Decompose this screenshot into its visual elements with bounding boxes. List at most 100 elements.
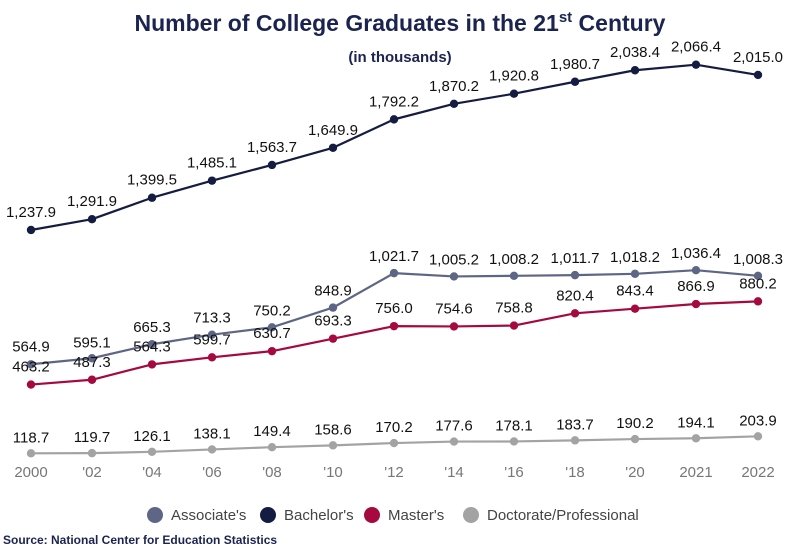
associate-s-data-label: 1,021.7 [369, 248, 419, 265]
bachelor-s-data-label: 1,980.7 [550, 56, 600, 73]
master-s-point [267, 346, 277, 356]
associate-s-data-label: 750.2 [253, 302, 291, 319]
associate-s-data-label: 1,008.3 [733, 251, 783, 268]
associate-s-point [328, 303, 338, 312]
doctorate-professional-point [753, 432, 763, 441]
associate-s-point [207, 330, 217, 339]
doctorate-professional-point [691, 434, 701, 443]
doctorate-professional-data-label: 183.7 [556, 416, 594, 433]
doctorate-professional-data-label: 177.6 [435, 418, 473, 435]
bachelor-s-data-label: 1,399.5 [127, 172, 177, 189]
x-tick-label: '02 [82, 464, 102, 481]
master-s-data-label: 820.4 [556, 287, 594, 304]
bachelor-s-point [207, 176, 217, 185]
doctorate-professional-point [207, 445, 217, 454]
master-s-data-label: 866.9 [677, 278, 715, 295]
legend-item-master-s: Master's [364, 507, 444, 524]
associate-s-point [147, 340, 157, 349]
doctorate-professional-data-label: 194.1 [677, 414, 715, 431]
chart-title: Number of College Graduates in the 21st … [135, 9, 666, 36]
legend-item-bachelor-s: Bachelor's [260, 507, 354, 524]
x-tick-label: '08 [262, 464, 282, 481]
bachelor-s-point [630, 66, 640, 75]
associate-s-data-label: 713.3 [193, 310, 231, 327]
doctorate-professional-data-label: 170.2 [375, 419, 413, 436]
doctorate-professional-data-label: 126.1 [133, 428, 171, 445]
bachelor-s-line [30, 63, 759, 232]
bachelor-s-data-label: 1,649.9 [308, 122, 358, 139]
x-tick-label: '18 [565, 464, 585, 481]
associate-s-data-label: 848.9 [314, 283, 352, 300]
bachelor-s-data-label: 2,038.4 [610, 44, 660, 61]
associate-s-point [753, 271, 763, 280]
master-s-point [87, 375, 97, 384]
bachelor-s-point [753, 70, 763, 80]
x-tick-label: '06 [202, 464, 222, 481]
doctorate-professional-point [267, 442, 277, 452]
chart-subtitle: (in thousands) [348, 49, 451, 66]
bachelor-s-data-label: 1,291.9 [67, 193, 117, 210]
associate-s-data-label: 1,008.2 [489, 251, 539, 268]
legend-marker [463, 507, 479, 523]
bachelor-s-point [267, 160, 277, 170]
master-s-data-label: 487.3 [73, 354, 111, 371]
master-s-data-label: 758.8 [495, 300, 533, 317]
legend-marker [364, 507, 380, 523]
associate-s-data-label: 1,011.7 [551, 250, 600, 267]
associate-s-point [267, 323, 277, 332]
doctorate-professional-point [87, 448, 97, 458]
bachelor-s-point [691, 60, 701, 69]
doctorate-professional-data-label: 138.1 [193, 425, 231, 442]
x-tick-label: '10 [323, 464, 343, 481]
doctorate-professional-point [328, 441, 338, 450]
bachelor-s-point [449, 99, 459, 109]
master-s-data-label: 756.0 [375, 300, 413, 317]
master-s-point [509, 321, 519, 330]
data-labels: 564.9 595.1 665.3 713.3 750.2 848.9 1,021.7 1,0… [6, 39, 783, 447]
x-axis: 2000 '02 '04 '06 '08 '10 '12 '14 '16 '18 '20 2021 20… [14, 464, 774, 481]
legend-item-doctorate-professional: Doctorate/Professional [463, 507, 639, 524]
x-tick-label: '04 [142, 464, 162, 481]
doctorate-professional-point [570, 436, 580, 445]
legend-label: Master's [388, 507, 444, 524]
x-tick-label: '12 [384, 464, 404, 481]
bachelor-s-point [147, 193, 157, 202]
associate-s-data-label: 595.1 [73, 334, 111, 351]
associate-s-point [630, 269, 640, 279]
bachelor-s-data-label: 1,563.7 [247, 139, 297, 156]
bachelor-s-data-label: 1,920.8 [489, 68, 539, 85]
master-s-point [630, 304, 640, 313]
x-tick-label: '14 [444, 464, 464, 481]
master-s-point [328, 334, 338, 343]
master-s-point [449, 322, 459, 331]
associate-s-point [449, 272, 459, 281]
master-s-data-label: 843.4 [616, 283, 654, 300]
bachelor-s-point [389, 115, 399, 124]
x-tick-label: 2000 [14, 464, 47, 481]
associate-s-point [26, 360, 36, 369]
doctorate-professional-data-label: 203.9 [739, 412, 777, 429]
x-tick-label: '20 [625, 464, 645, 481]
associate-s-data-label: 1,018.2 [610, 249, 660, 266]
master-s-data-label: 599.7 [193, 331, 231, 348]
associate-s-data-label: 564.9 [12, 338, 50, 355]
master-s-data-label: 880.2 [739, 275, 777, 292]
legend-marker [260, 507, 276, 523]
bachelor-s-data-label: 1,792.2 [369, 93, 419, 110]
doctorate-professional-point [389, 438, 399, 448]
associate-s-point [509, 271, 519, 281]
bachelor-s-point [26, 225, 36, 235]
doctorate-professional-point [449, 437, 459, 446]
master-s-point [753, 297, 763, 306]
bachelor-s-data-label: 1,870.2 [429, 78, 479, 95]
associate-s-data-label: 665.3 [133, 319, 171, 336]
doctorate-professional-point [147, 447, 157, 457]
associate-s-point [87, 354, 97, 363]
master-s-data-label: 463.2 [12, 359, 50, 376]
legend-label: Associate's [171, 507, 246, 524]
associate-s-point [691, 265, 701, 275]
series-points [26, 60, 763, 458]
doctorate-professional-data-label: 190.2 [616, 415, 654, 432]
bachelor-s-data-label: 1,485.1 [187, 155, 237, 172]
